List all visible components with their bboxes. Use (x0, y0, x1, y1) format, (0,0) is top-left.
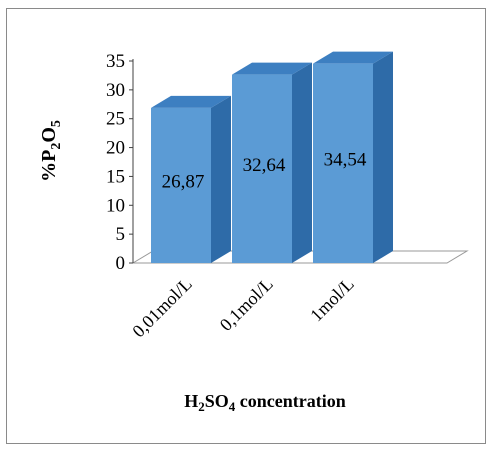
bar-side (211, 95, 231, 263)
y-tick-label: 20 (106, 138, 125, 159)
bar (151, 95, 231, 263)
data-label: 26,87 (162, 171, 205, 192)
y-tick-label: 5 (116, 224, 126, 245)
bar (232, 62, 312, 263)
x-tick-label: 1mol/L (306, 274, 358, 326)
y-tick-label: 30 (106, 80, 125, 101)
chart-frame: 0 5 10 15 20 25 30 35 26,87 0,01mol/L 32,64 0,1mol… (6, 8, 486, 444)
bar-top (313, 51, 393, 64)
x-axis-label: H2SO4 concentration (184, 391, 346, 414)
bar-top (151, 95, 231, 108)
x-tick-label: 0,01mol/L (128, 274, 196, 342)
bar-front (151, 107, 211, 263)
data-label: 32,64 (243, 155, 286, 176)
y-tick-label: 35 (106, 51, 125, 72)
bar-front (232, 74, 292, 263)
bar-top (232, 62, 312, 75)
bar-side (292, 62, 312, 263)
bar-chart: 0 5 10 15 20 25 30 35 26,87 0,01mol/L 32,64 0,1mol… (38, 51, 469, 414)
bar-front (313, 63, 373, 263)
bar (313, 51, 393, 263)
data-label: 34,54 (324, 149, 367, 170)
y-tick-label: 10 (106, 195, 125, 216)
y-tick-label: 0 (116, 253, 126, 274)
bar-side (373, 51, 393, 263)
y-tick-label: 25 (106, 109, 125, 130)
y-axis-label: %P2O5 (38, 120, 64, 182)
y-tick-label: 15 (106, 166, 125, 187)
x-tick-label: 0,1mol/L (216, 274, 277, 335)
